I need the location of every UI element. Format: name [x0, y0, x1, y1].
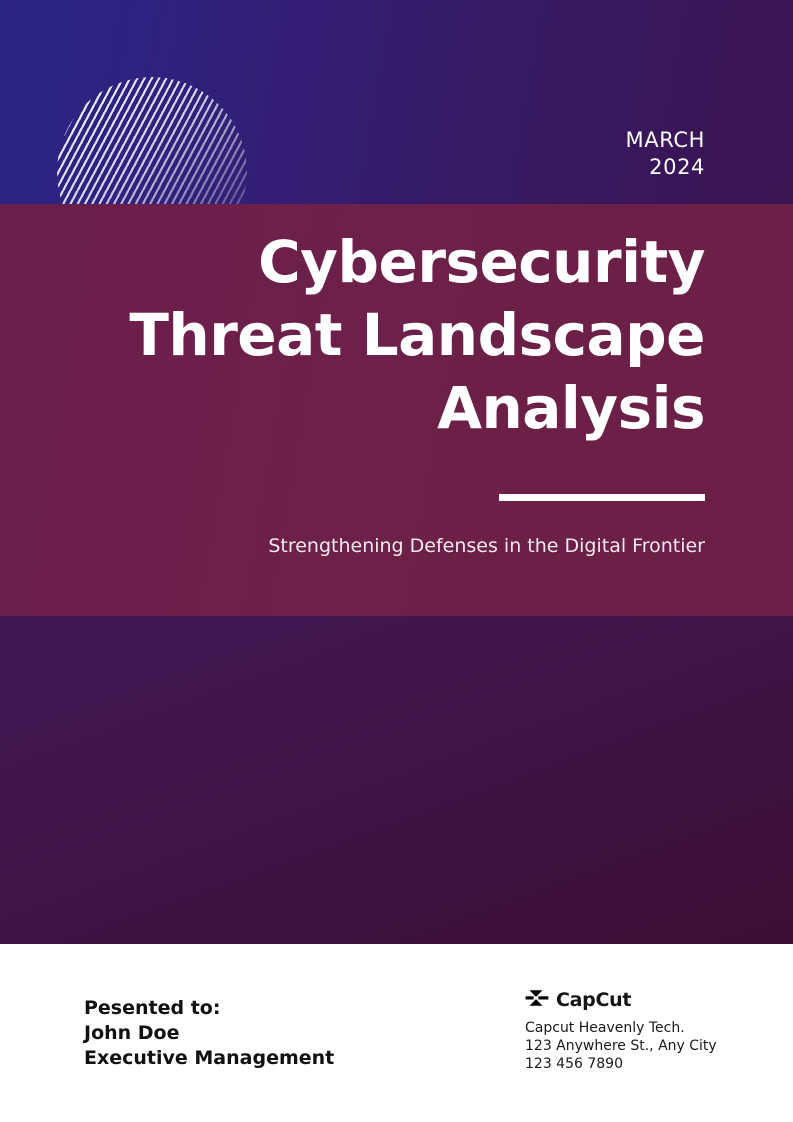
- brand-phone: 123 456 7890: [525, 1056, 623, 1072]
- decoration-band: [0, 616, 793, 944]
- brand-name: CapCut: [556, 988, 632, 1011]
- publication-date: MARCH 2024: [626, 127, 705, 181]
- title-band: [0, 204, 793, 616]
- date-year: 2024: [649, 155, 705, 179]
- recipient-role: Executive Management: [84, 1047, 335, 1069]
- recipient-block: Pesented to: John Doe Executive Manageme…: [84, 996, 334, 1071]
- date-month: MARCH: [625, 128, 705, 152]
- brand-street: 123 Anywhere St., Any City: [525, 1038, 717, 1054]
- brand-company: Capcut Heavenly Tech.: [525, 1020, 685, 1036]
- recipient-label: Pesented to:: [84, 997, 221, 1019]
- title-line-2: Threat Landscape: [129, 301, 705, 369]
- title-line-1: Cybersecurity: [258, 228, 705, 296]
- brand-lockup: CapCut: [525, 988, 717, 1012]
- brand-block: CapCut Capcut Heavenly Tech. 123 Anywher…: [525, 988, 717, 1073]
- page-title: Cybersecurity Threat Landscape Analysis: [40, 226, 705, 445]
- title-line-3: Analysis: [437, 374, 705, 442]
- capcut-logo-icon: [525, 988, 549, 1012]
- brand-address-block: Capcut Heavenly Tech. 123 Anywhere St., …: [525, 1019, 717, 1073]
- footer-band: [0, 944, 793, 1122]
- recipient-name: John Doe: [84, 1022, 180, 1044]
- page-subtitle: Strengthening Defenses in the Digital Fr…: [268, 535, 705, 557]
- title-divider: [499, 494, 705, 501]
